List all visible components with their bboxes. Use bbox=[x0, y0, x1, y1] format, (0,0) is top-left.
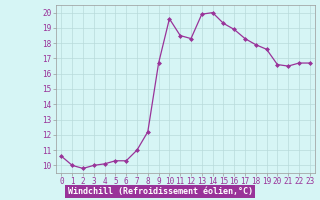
Text: Windchill (Refroidissement éolien,°C): Windchill (Refroidissement éolien,°C) bbox=[68, 187, 252, 196]
